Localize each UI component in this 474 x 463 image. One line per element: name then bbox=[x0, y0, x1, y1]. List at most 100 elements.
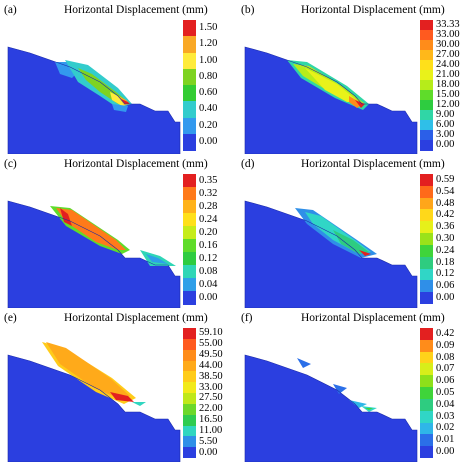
color-scale-tick: 30.00 bbox=[436, 39, 460, 50]
color-scale-tick: 0.03 bbox=[436, 410, 455, 422]
color-scale-tick: 1.00 bbox=[199, 54, 218, 66]
color-scale-tick: 1.20 bbox=[199, 38, 218, 50]
color-scale-tick: 38.50 bbox=[199, 370, 223, 382]
color-scale-tick: 0.18 bbox=[436, 256, 455, 268]
color-scale-segment bbox=[183, 414, 196, 426]
color-scale-tick: 22.00 bbox=[199, 403, 223, 415]
color-scale-tick: 49.50 bbox=[199, 349, 223, 361]
color-scale-segment bbox=[420, 398, 433, 412]
color-scale-tick: 0.20 bbox=[199, 119, 218, 131]
color-scale-segment bbox=[183, 278, 196, 292]
color-scale-tick: 9.00 bbox=[436, 109, 455, 120]
color-scale-segment bbox=[420, 244, 433, 258]
color-scale-tick: 0.04 bbox=[199, 278, 218, 290]
color-scale-segment bbox=[183, 349, 196, 361]
color-scale-segment bbox=[183, 328, 196, 340]
slope-model bbox=[244, 200, 418, 308]
panel-label: (a) bbox=[4, 4, 17, 16]
panel-d: (d) Horizontal Displacement (mm) 0.59 0.54 0… bbox=[237, 154, 474, 308]
color-scale-tick: 0.00 bbox=[199, 135, 218, 147]
color-scale-tick: 33.00 bbox=[436, 29, 460, 40]
color-scale-segment bbox=[183, 447, 196, 459]
color-scale-segment bbox=[420, 233, 433, 246]
color-scale-tick: 33.00 bbox=[199, 381, 223, 393]
color-scale-segment bbox=[420, 90, 433, 101]
color-scale-segment bbox=[420, 140, 433, 151]
color-scale-segment bbox=[183, 252, 196, 266]
color-scale-segment bbox=[420, 387, 433, 400]
color-scale-segment bbox=[183, 117, 196, 135]
color-scale-bar bbox=[420, 328, 433, 459]
color-scale-tick: 0.16 bbox=[199, 239, 218, 251]
color-scale-segment bbox=[183, 226, 196, 240]
slope-model bbox=[7, 342, 181, 462]
color-scale-segment bbox=[420, 328, 433, 341]
color-scale-segment bbox=[183, 68, 196, 86]
color-scale-tick: 0.32 bbox=[199, 187, 218, 199]
color-scale-segment bbox=[420, 221, 433, 234]
color-scale-tick: 21.00 bbox=[436, 69, 460, 80]
color-scale-tick: 0.59 bbox=[436, 173, 455, 185]
color-scale-tick: 0.05 bbox=[436, 387, 455, 398]
color-scale-tick: 0.07 bbox=[436, 363, 455, 375]
color-scale-segment bbox=[183, 371, 196, 383]
color-scale-segment bbox=[183, 200, 196, 214]
color-scale-tick: 0.24 bbox=[436, 244, 455, 256]
panel-f: (f) Horizontal Displacement (mm) 0.42 0.09 0… bbox=[237, 308, 474, 462]
color-scale-segment bbox=[183, 239, 196, 253]
color-scale-segment bbox=[183, 101, 196, 118]
color-scale-segment bbox=[420, 197, 433, 210]
color-scale-segment bbox=[420, 292, 433, 305]
color-scale-segment bbox=[183, 436, 196, 448]
color-scale-segment bbox=[420, 280, 433, 293]
panel-a: (a) Horizontal Displacement (mm) 1.50 1.20 1… bbox=[0, 0, 237, 154]
color-scale-tick: 0.12 bbox=[436, 268, 455, 280]
color-scale-segment bbox=[183, 20, 196, 37]
color-scale-tick: 0.00 bbox=[436, 292, 455, 304]
panel-e: (e) Horizontal Displacement (mm) 59.10 55.0… bbox=[0, 308, 237, 462]
color-scale-tick: 12.00 bbox=[436, 99, 460, 110]
color-scale-tick: 0.08 bbox=[199, 265, 218, 277]
color-scale-tick: 0.80 bbox=[199, 70, 218, 82]
color-scale-segment bbox=[420, 185, 433, 199]
color-scale-segment bbox=[183, 360, 196, 372]
color-scale-tick: 0.30 bbox=[436, 233, 455, 244]
color-scale-segment bbox=[420, 375, 433, 388]
color-scale-tick: 0.09 bbox=[436, 339, 455, 351]
color-scale-tick: 0.60 bbox=[199, 87, 218, 99]
slope-model bbox=[244, 46, 418, 154]
color-scale-tick: 0.00 bbox=[436, 139, 455, 150]
color-scale-bar bbox=[420, 174, 433, 305]
color-scale-segment bbox=[420, 209, 433, 222]
panel-label: (e) bbox=[4, 312, 17, 324]
panel-label: (d) bbox=[241, 158, 255, 170]
color-scale-tick: 0.35 bbox=[199, 174, 218, 186]
color-scale-segment bbox=[183, 133, 196, 151]
color-scale-segment bbox=[183, 265, 196, 279]
color-scale-segment bbox=[420, 50, 433, 61]
panel-b: (b) Horizontal Displacement (mm) 33.33 33.0… bbox=[237, 0, 474, 154]
color-scale-segment bbox=[183, 338, 196, 351]
color-scale-segment bbox=[420, 80, 433, 91]
color-scale-tick: 0.12 bbox=[199, 252, 218, 264]
color-scale-tick: 1.50 bbox=[199, 22, 218, 34]
color-scale-tick: 0.08 bbox=[436, 351, 455, 363]
color-scale-segment bbox=[183, 213, 196, 227]
color-scale-segment bbox=[420, 446, 433, 459]
color-scale-tick: 33.33 bbox=[436, 19, 460, 30]
color-scale-segment bbox=[420, 40, 433, 51]
color-scale-segment bbox=[420, 70, 433, 81]
color-scale-segment bbox=[420, 20, 433, 31]
color-scale-segment bbox=[183, 36, 196, 53]
slope-model bbox=[244, 354, 418, 462]
color-scale-tick: 16.50 bbox=[199, 414, 223, 426]
color-scale-bar bbox=[183, 20, 196, 151]
color-scale-tick: 0.01 bbox=[436, 434, 455, 446]
panel-title: Horizontal Displacement (mm) bbox=[301, 158, 445, 170]
color-scale-segment bbox=[420, 268, 433, 281]
panel-title: Horizontal Displacement (mm) bbox=[64, 158, 208, 170]
panel-c: (c) Horizontal Displacement (mm) 0.35 0.32 0… bbox=[0, 154, 237, 308]
color-scale-tick: 59.10 bbox=[199, 327, 223, 339]
slope-model bbox=[7, 200, 181, 308]
color-scale-segment bbox=[420, 120, 433, 131]
